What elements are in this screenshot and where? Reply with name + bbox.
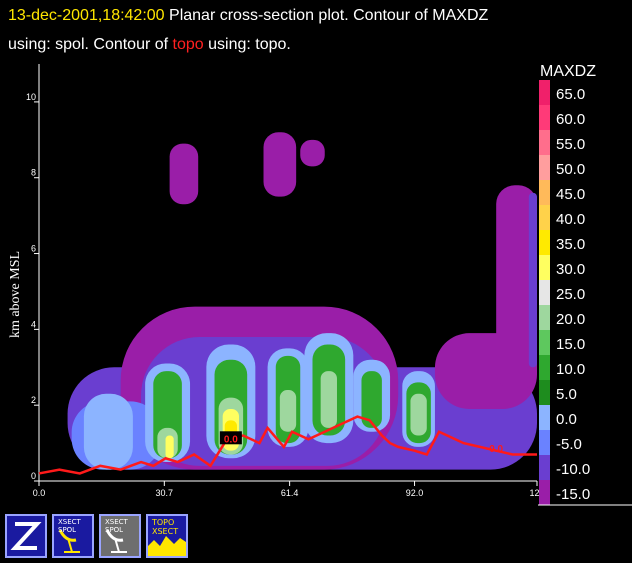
colorbar-level-label: 20.0 (556, 311, 585, 328)
mountain-icon (148, 536, 186, 556)
colorbar-swatch (539, 230, 550, 255)
colorbar-swatch (539, 480, 550, 505)
zoom-button[interactable] (5, 514, 47, 558)
colorbar-swatch (539, 305, 550, 330)
plot-title-line-1: 13-dec-2001,18:42:00 Planar cross-sectio… (8, 6, 488, 26)
radar-dish-icon (58, 529, 80, 553)
date-label: 13-dec-2001,18:42:00 (8, 7, 165, 24)
colorbar-swatch (539, 80, 550, 105)
colorbar-level-label: 50.0 (556, 161, 585, 178)
colorbar-swatch (539, 330, 550, 355)
colorbar-swatch (539, 280, 550, 305)
colorbar-level-label: 45.0 (556, 186, 585, 203)
colorbar-level-label: -10.0 (556, 461, 590, 478)
reflectivity-cell (263, 132, 297, 197)
topo-contour-label: 0.0 (224, 434, 238, 445)
xsect-spol-alt-button[interactable]: XSECT SPOL (99, 514, 141, 558)
colorbar-level-label: 0.0 (556, 411, 577, 428)
topo-contour-label: 0.0 (489, 444, 503, 455)
colorbar-level-label: 55.0 (556, 136, 585, 153)
colorbar-level-label: -15.0 (556, 486, 590, 503)
colorbar-swatch (539, 405, 550, 430)
reflectivity-cell (496, 185, 537, 391)
reflectivity-cell (169, 143, 199, 205)
colorbar-swatch (539, 455, 550, 480)
xsect-alt-label: XSECT SPOL (105, 518, 128, 534)
topo-line (38, 415, 537, 475)
topo-word: topo (172, 36, 204, 53)
topo-label: TOPO XSECT (152, 518, 179, 536)
colorbar-swatch (539, 180, 550, 205)
reflectivity-cell (165, 435, 174, 459)
x-tick-label: 122 (529, 488, 544, 498)
x-tick-label: 0.0 (33, 488, 46, 498)
colorbar-level-label: 35.0 (556, 236, 585, 253)
colorbar-level-label: 65.0 (556, 86, 585, 103)
colorbar-level-label: 25.0 (556, 286, 585, 303)
x-tick-label: 30.7 (156, 488, 174, 498)
colorbar-swatch (539, 105, 550, 130)
y-tick-label: 10 (26, 92, 36, 102)
x-tick-label: 92.0 (406, 488, 424, 498)
plot-title-line-2: using: spol. Contour of topo using: topo… (8, 35, 291, 55)
reflectivity-cell (320, 371, 337, 428)
colorbar-level-label: 30.0 (556, 261, 585, 278)
y-axis-label: km above MSL (8, 251, 23, 338)
colorbar-level-label: 10.0 (556, 361, 585, 378)
z-icon (10, 522, 42, 550)
colorbar-level-label: 40.0 (556, 211, 585, 228)
y-tick-label: 8 (31, 168, 36, 178)
reflectivity-cell (528, 192, 537, 368)
topo-button[interactable]: TOPO XSECT (146, 514, 188, 558)
title-text: Planar cross-section plot. Contour of MA… (169, 7, 489, 24)
title-line2-a: using: spol. Contour of (8, 36, 173, 53)
radar-dish-icon (105, 529, 127, 553)
x-tick-label: 61.4 (281, 488, 299, 498)
reflectivity-cell (361, 371, 382, 428)
reflectivity-cell (300, 139, 325, 167)
colorbar-swatch (539, 155, 550, 180)
xsect-label: XSECT SPOL (58, 518, 81, 534)
colorbar-swatch (539, 205, 550, 230)
y-tick-label: 4 (31, 319, 36, 329)
colorbar-swatch (539, 380, 550, 405)
colorbar-level-label: 15.0 (556, 336, 585, 353)
y-tick-label: 2 (31, 395, 36, 405)
colorbar-title: MAXDZ (540, 63, 596, 80)
colorbar-swatch (539, 430, 550, 455)
reflectivity-cell (83, 393, 133, 470)
colorbar-swatch (539, 255, 550, 280)
reflectivity-cell (410, 393, 427, 436)
reflectivity-cell (279, 390, 297, 432)
y-tick-label: 6 (31, 244, 36, 254)
y-tick-label: 0 (31, 471, 36, 481)
colorbar-level-label: 60.0 (556, 111, 585, 128)
topo-label-box (219, 431, 242, 445)
colorbar-level-label: 5.0 (556, 386, 577, 403)
xsect-spol-button[interactable]: XSECT SPOL (52, 514, 94, 558)
colorbar-swatch (539, 130, 550, 155)
title-line2-b: using: topo. (203, 36, 291, 53)
colorbar-level-label: -5.0 (556, 436, 582, 453)
colorbar-swatch (539, 355, 550, 380)
